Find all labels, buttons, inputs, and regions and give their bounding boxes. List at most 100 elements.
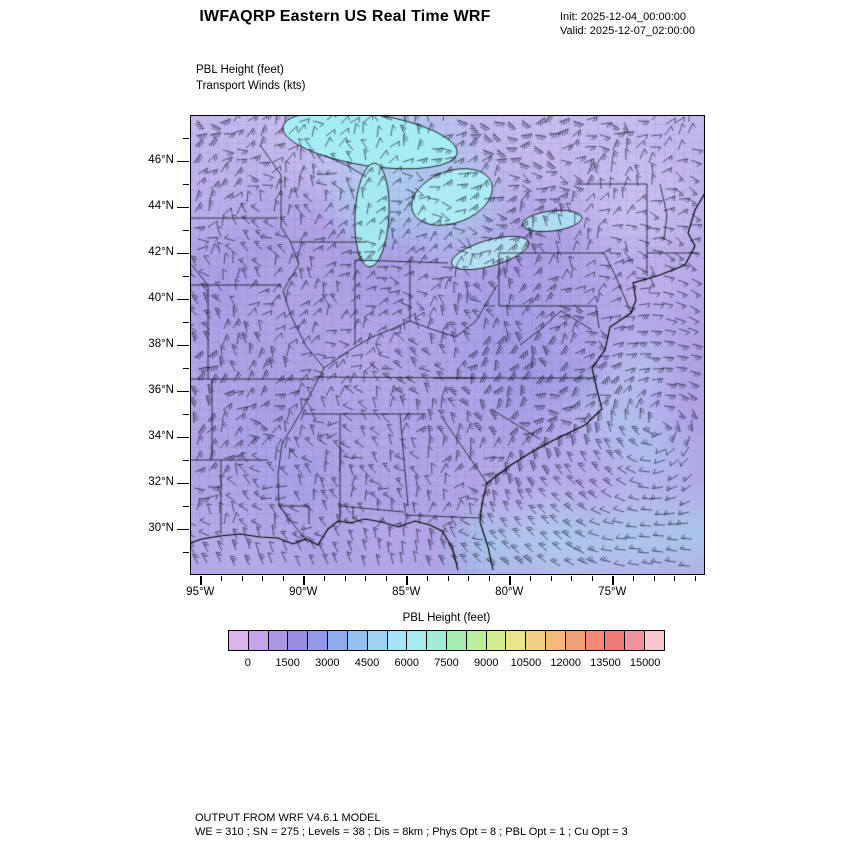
x-axis-minor-tick xyxy=(344,576,346,581)
y-axis-label: 44°N xyxy=(148,200,174,212)
y-axis-minor-tick xyxy=(183,138,189,139)
colorbar-cell xyxy=(624,631,645,650)
colorbar-labels: 0 1500 3000 4500 6000 7500 9000 10500 12000 13500… xyxy=(228,657,665,671)
y-axis-label: 36°N xyxy=(148,384,174,396)
colorbar-cell xyxy=(307,631,328,650)
x-axis-tick xyxy=(406,576,408,585)
valid-time: Valid: 2025-12-07_02:00:00 xyxy=(560,25,695,37)
x-axis-minor-tick xyxy=(591,576,593,581)
y-axis-tick xyxy=(177,207,189,209)
x-axis-minor-tick xyxy=(529,576,531,581)
y-axis-minor-tick xyxy=(183,368,189,369)
colorbar-cell xyxy=(564,631,585,650)
colorbar-cell xyxy=(426,631,446,650)
x-axis-minor-tick xyxy=(220,576,222,581)
x-axis-minor-tick xyxy=(365,576,367,581)
x-axis-minor-tick xyxy=(571,576,573,581)
x-axis-tick xyxy=(200,576,202,585)
colorbar-tick-label: 1500 xyxy=(275,657,300,669)
x-axis-label: 85°W xyxy=(392,586,421,598)
x-axis-minor-tick xyxy=(262,576,264,581)
x-axis-label: 95°W xyxy=(186,586,215,598)
x-axis-label: 80°W xyxy=(495,586,524,598)
x-axis-minor-tick xyxy=(694,576,696,581)
colorbar-cell xyxy=(644,631,664,650)
colorbar-tick-label: 6000 xyxy=(394,657,420,669)
colorbar-cell xyxy=(386,631,407,650)
colorbar-cell xyxy=(545,631,565,650)
y-axis-tick xyxy=(177,529,189,531)
colorbar-cell xyxy=(584,631,605,650)
colorbar-cell xyxy=(247,631,268,650)
y-axis-tick xyxy=(177,483,189,485)
x-axis-minor-tick xyxy=(653,576,655,581)
colorbar xyxy=(228,630,665,651)
y-axis-label: 40°N xyxy=(148,292,174,304)
y-axis-label: 42°N xyxy=(148,246,174,258)
colorbar-cell xyxy=(229,631,248,650)
y-axis-tick xyxy=(177,299,189,301)
footer-model-line: OUTPUT FROM WRF V4.6.1 MODEL xyxy=(195,812,381,824)
colorbar-cell xyxy=(604,631,625,650)
y-axis-minor-tick xyxy=(183,230,189,231)
y-axis-minor-tick xyxy=(183,184,189,185)
colorbar-cell xyxy=(525,631,545,650)
field-label-transport-winds: Transport Winds (kts) xyxy=(196,80,306,92)
x-axis-tick xyxy=(303,576,305,585)
y-axis-label: 30°N xyxy=(148,522,174,534)
footer-config-line: WE = 310 ; SN = 275 ; Levels = 38 ; Dis … xyxy=(195,826,628,838)
footer: OUTPUT FROM WRF V4.6.1 MODEL WE = 310 ; … xyxy=(195,811,628,839)
colorbar-cell xyxy=(465,631,486,650)
field-label-pbl-height: PBL Height (feet) xyxy=(196,64,284,76)
y-axis-minor-tick xyxy=(183,552,189,553)
x-axis-minor-tick xyxy=(385,576,387,581)
colorbar-cell xyxy=(505,631,526,650)
y-axis-tick xyxy=(177,437,189,439)
x-axis-minor-tick xyxy=(323,576,325,581)
colorbar-cell xyxy=(366,631,387,650)
map-canvas xyxy=(190,115,705,575)
init-time: Init: 2025-12-04_00:00:00 xyxy=(560,11,686,23)
colorbar-tick-label: 3000 xyxy=(315,657,340,669)
x-axis-minor-tick xyxy=(241,576,243,581)
colorbar-tick-label: 7500 xyxy=(434,657,459,669)
colorbar-cell xyxy=(406,631,427,650)
y-axis-minor-tick xyxy=(183,460,189,461)
x-axis-minor-tick xyxy=(550,576,552,581)
run-times: Init: 2025-12-04_00:00:00 Valid: 2025-12… xyxy=(560,10,695,38)
colorbar-tick-label: 0 xyxy=(244,657,251,669)
colorbar-cell xyxy=(267,631,288,650)
page-title: IWFAQRP Eastern US Real Time WRF xyxy=(199,8,491,25)
x-axis-minor-tick xyxy=(488,576,490,581)
colorbar-tick-label: 15000 xyxy=(629,657,661,669)
y-axis-tick xyxy=(177,345,189,347)
y-axis-minor-tick xyxy=(183,414,189,415)
colorbar-cell xyxy=(287,631,308,650)
y-axis-minor-tick xyxy=(183,506,189,507)
colorbar-tick-label: 12000 xyxy=(550,657,581,669)
y-axis-label: 38°N xyxy=(148,338,174,350)
x-axis-label: 90°W xyxy=(289,586,318,598)
x-axis-minor-tick xyxy=(674,576,676,581)
colorbar-cell xyxy=(485,631,506,650)
colorbar-title: PBL Height (feet) xyxy=(402,612,491,624)
y-axis-tick xyxy=(177,161,189,163)
y-axis-label: 32°N xyxy=(148,476,174,488)
colorbar-tick-label: 13500 xyxy=(590,657,621,669)
y-axis-minor-tick xyxy=(183,322,189,323)
colorbar-tick-label: 10500 xyxy=(510,657,542,669)
y-axis-label: 34°N xyxy=(148,430,174,442)
colorbar-cell xyxy=(346,631,367,650)
x-axis-minor-tick xyxy=(468,576,470,581)
x-axis-tick xyxy=(612,576,614,585)
colorbar-cell xyxy=(327,631,347,650)
x-axis-minor-tick xyxy=(426,576,428,581)
x-axis-label: 75°W xyxy=(598,586,627,598)
x-axis-tick xyxy=(509,576,511,585)
y-axis-minor-tick xyxy=(183,276,189,277)
field-labels: PBL Height (feet) Transport Winds (kts) xyxy=(196,62,305,94)
x-axis-minor-tick xyxy=(632,576,634,581)
x-axis-minor-tick xyxy=(282,576,284,581)
x-axis-minor-tick xyxy=(447,576,449,581)
